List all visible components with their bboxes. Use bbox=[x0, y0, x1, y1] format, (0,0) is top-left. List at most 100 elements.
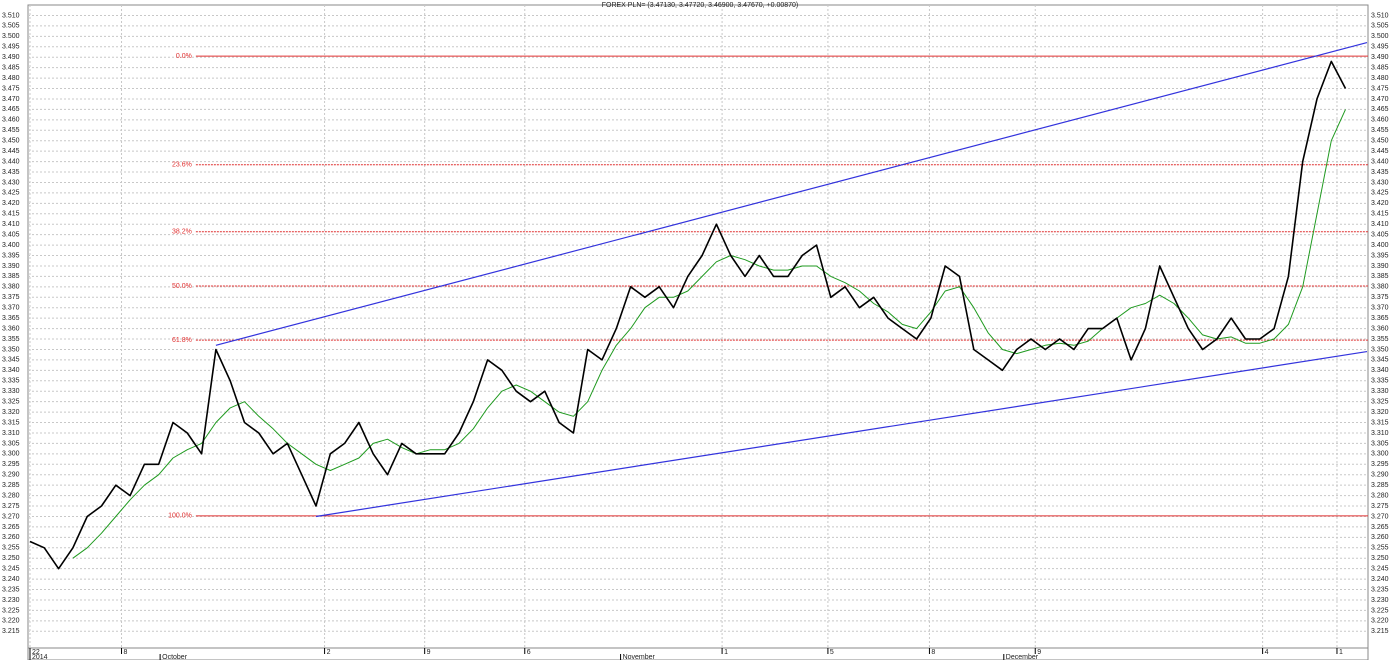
y-tick-label: 3.385 bbox=[2, 273, 20, 280]
y-tick-label: 3.460 bbox=[2, 117, 20, 124]
y-tick-label: 3.335 bbox=[2, 378, 20, 385]
x-tick-label: 1 bbox=[1339, 649, 1343, 656]
y-tick-label: 3.435 bbox=[2, 169, 20, 176]
y-tick-label: 3.360 bbox=[1371, 325, 1389, 332]
y-tick-label: 3.375 bbox=[2, 294, 20, 301]
y-tick-label: 3.270 bbox=[2, 513, 20, 520]
y-tick-label: 3.415 bbox=[2, 211, 20, 218]
y-tick-label: 3.395 bbox=[2, 252, 20, 259]
x-tick-label: 1 bbox=[724, 649, 728, 656]
y-tick-label: 3.445 bbox=[2, 148, 20, 155]
y-tick-label: 3.315 bbox=[1371, 419, 1389, 426]
y-tick-label: 3.470 bbox=[1371, 96, 1389, 103]
y-tick-label: 3.470 bbox=[2, 96, 20, 103]
fib-label: 61.8% bbox=[172, 337, 192, 344]
fib-label: 38.2% bbox=[172, 229, 192, 236]
y-tick-label: 3.275 bbox=[1371, 503, 1389, 510]
y-tick-label: 3.330 bbox=[1371, 388, 1389, 395]
y-tick-label: 3.430 bbox=[1371, 179, 1389, 186]
x-tick-label: 6 bbox=[527, 649, 531, 656]
y-tick-label: 3.390 bbox=[2, 263, 20, 270]
y-tick-label: 3.405 bbox=[2, 231, 20, 238]
y-tick-label: 3.265 bbox=[1371, 524, 1389, 531]
y-tick-label: 3.255 bbox=[2, 545, 20, 552]
y-tick-label: 3.485 bbox=[2, 64, 20, 71]
y-tick-label: 3.495 bbox=[2, 44, 20, 51]
y-tick-label: 3.450 bbox=[2, 138, 20, 145]
y-tick-label: 3.435 bbox=[1371, 169, 1389, 176]
y-tick-label: 3.250 bbox=[2, 555, 20, 562]
y-tick-label: 3.450 bbox=[1371, 138, 1389, 145]
y-tick-label: 3.355 bbox=[1371, 336, 1389, 343]
x-major-label: December bbox=[1006, 654, 1039, 660]
y-tick-label: 3.245 bbox=[2, 566, 20, 573]
y-tick-label: 3.285 bbox=[1371, 482, 1389, 489]
y-tick-label: 3.290 bbox=[1371, 472, 1389, 479]
y-tick-label: 3.490 bbox=[1371, 54, 1389, 61]
y-tick-label: 3.315 bbox=[2, 419, 20, 426]
y-tick-label: 3.300 bbox=[2, 451, 20, 458]
x-tick-label: 8 bbox=[124, 649, 128, 656]
y-tick-label: 3.510 bbox=[1371, 12, 1389, 19]
y-tick-label: 3.230 bbox=[1371, 597, 1389, 604]
y-tick-label: 3.410 bbox=[2, 221, 20, 228]
y-tick-label: 3.415 bbox=[1371, 211, 1389, 218]
y-tick-label: 3.400 bbox=[2, 242, 20, 249]
y-tick-label: 3.410 bbox=[1371, 221, 1389, 228]
y-tick-label: 3.345 bbox=[2, 357, 20, 364]
plot-area bbox=[27, 4, 1369, 649]
y-tick-label: 3.310 bbox=[2, 430, 20, 437]
y-tick-label: 3.425 bbox=[1371, 190, 1389, 197]
y-tick-label: 3.275 bbox=[2, 503, 20, 510]
y-tick-label: 3.385 bbox=[1371, 273, 1389, 280]
x-major-label: October bbox=[162, 654, 188, 660]
y-tick-label: 3.360 bbox=[2, 325, 20, 332]
x-tick-label: 9 bbox=[427, 649, 431, 656]
y-tick-label: 3.235 bbox=[2, 586, 20, 593]
y-tick-label: 3.455 bbox=[1371, 127, 1389, 134]
fib-label: 0.0% bbox=[176, 53, 192, 60]
y-tick-label: 3.485 bbox=[1371, 64, 1389, 71]
y-tick-label: 3.420 bbox=[1371, 200, 1389, 207]
y-tick-label: 3.455 bbox=[2, 127, 20, 134]
y-tick-label: 3.405 bbox=[1371, 231, 1389, 238]
y-tick-label: 3.395 bbox=[1371, 252, 1389, 259]
y-tick-label: 3.335 bbox=[1371, 378, 1389, 385]
x-tick-label: 5 bbox=[830, 649, 834, 656]
y-tick-label: 3.325 bbox=[1371, 398, 1389, 405]
y-tick-label: 3.290 bbox=[2, 472, 20, 479]
y-tick-label: 3.510 bbox=[2, 12, 20, 19]
y-tick-label: 3.245 bbox=[1371, 566, 1389, 573]
y-tick-label: 3.465 bbox=[1371, 106, 1389, 113]
x-major-label: 2014 bbox=[32, 654, 48, 660]
y-tick-label: 3.490 bbox=[2, 54, 20, 61]
y-tick-label: 3.310 bbox=[1371, 430, 1389, 437]
x-tick-label: 8 bbox=[931, 649, 935, 656]
y-tick-label: 3.250 bbox=[1371, 555, 1389, 562]
y-tick-label: 3.225 bbox=[2, 607, 20, 614]
x-major-label: November bbox=[623, 654, 656, 660]
y-tick-label: 3.340 bbox=[1371, 367, 1389, 374]
y-tick-label: 3.365 bbox=[2, 315, 20, 322]
y-tick-label: 3.280 bbox=[2, 492, 20, 499]
y-tick-label: 3.370 bbox=[1371, 305, 1389, 312]
series-line bbox=[72, 109, 1346, 559]
y-tick-label: 3.365 bbox=[1371, 315, 1389, 322]
y-tick-label: 3.445 bbox=[1371, 148, 1389, 155]
y-tick-label: 3.320 bbox=[1371, 409, 1389, 416]
y-tick-label: 3.500 bbox=[2, 33, 20, 40]
x-axis-strip bbox=[27, 647, 1369, 660]
y-tick-label: 3.320 bbox=[2, 409, 20, 416]
y-tick-label: 3.230 bbox=[2, 597, 20, 604]
y-tick-label: 3.265 bbox=[2, 524, 20, 531]
y-tick-label: 3.460 bbox=[1371, 117, 1389, 124]
x-tick-label: 22 bbox=[32, 649, 40, 656]
y-tick-label: 3.240 bbox=[1371, 576, 1389, 583]
y-tick-label: 3.215 bbox=[2, 628, 20, 635]
y-tick-label: 3.375 bbox=[1371, 294, 1389, 301]
fib-label: 23.6% bbox=[172, 162, 192, 169]
y-tick-label: 3.355 bbox=[2, 336, 20, 343]
y-tick-label: 3.505 bbox=[2, 23, 20, 30]
chart-title: FOREX PLN= (3.47130, 3.47720, 3.46900, 3… bbox=[602, 2, 799, 9]
